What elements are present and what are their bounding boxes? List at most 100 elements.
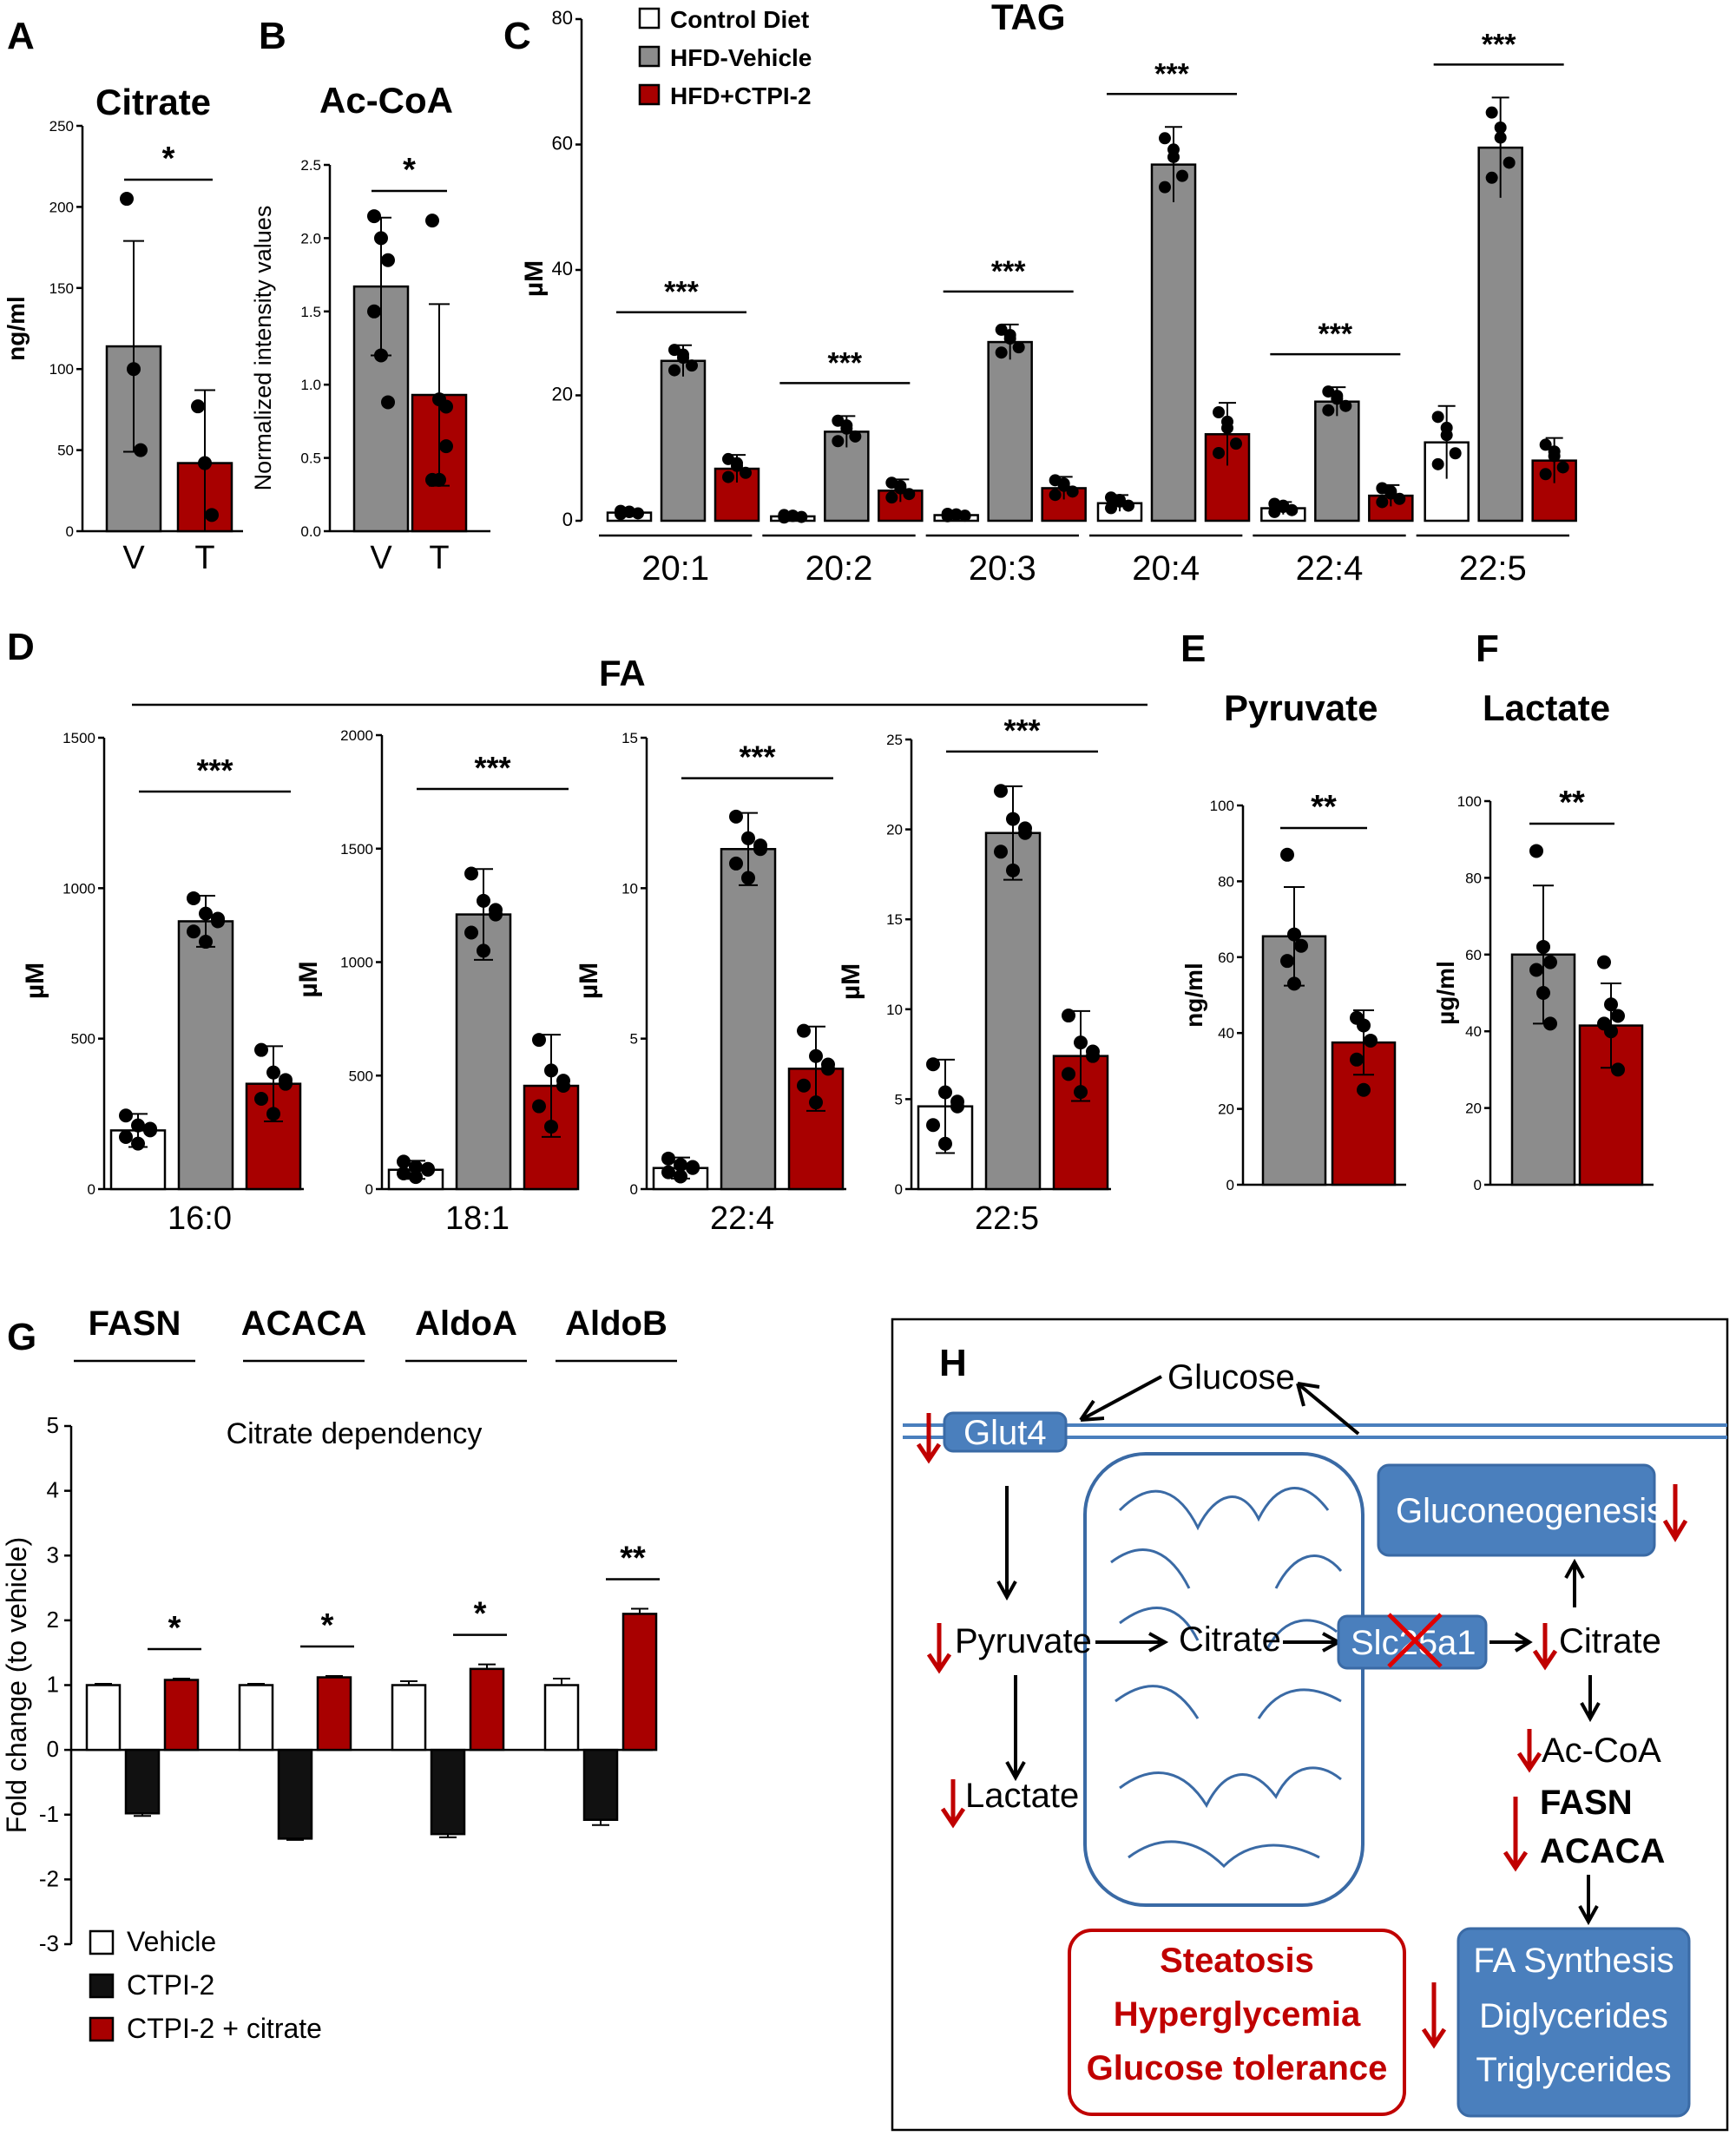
data-point <box>477 893 490 908</box>
data-point <box>279 1073 293 1088</box>
data-point <box>127 362 141 377</box>
data-point <box>686 1160 700 1174</box>
gluconeogenesis-down-arrow <box>1662 1484 1688 1542</box>
slc25a1-cross-icon <box>1387 1613 1443 1668</box>
data-point <box>741 871 755 885</box>
bar-t <box>1331 1041 1397 1186</box>
significance-label: *** <box>196 753 233 788</box>
y-tick-label: 40 <box>1465 1023 1482 1040</box>
glucose-label: Glucose <box>1167 1358 1295 1397</box>
data-point <box>1485 106 1498 119</box>
data-point <box>1529 844 1543 858</box>
data-point <box>1357 1082 1371 1097</box>
data-point <box>191 399 205 414</box>
data-point <box>1114 494 1126 507</box>
y-axis-label: µM <box>837 963 865 1000</box>
bar-ctpi-2 <box>277 1748 313 1840</box>
significance-label: *** <box>1154 57 1189 90</box>
chart-citrate: 0 50 100 150 200 250 V T * ng/ml <box>3 118 243 576</box>
data-point <box>674 1158 687 1173</box>
accoa-label: Ac-CoA <box>1542 1732 1661 1770</box>
bar-control-diet <box>1424 441 1470 522</box>
data-point <box>1159 132 1171 145</box>
data-point <box>994 845 1008 859</box>
synthesis-diglycerides: Diglycerides <box>1479 1997 1668 2035</box>
data-point <box>729 856 743 871</box>
synthesis-down-arrow <box>1421 1982 1447 2049</box>
legend-label: Vehicle <box>127 1926 216 1957</box>
category-label: 22:4 <box>710 1200 774 1237</box>
y-tick-label: 250 <box>49 118 74 135</box>
significance-label: *** <box>474 750 510 785</box>
data-point <box>205 508 219 522</box>
legend-swatch <box>89 1929 115 1955</box>
data-point <box>731 457 743 470</box>
glut4-down-arrow <box>916 1413 942 1464</box>
category-label: 20:1 <box>641 549 709 588</box>
data-point <box>1350 1052 1364 1067</box>
y-tick-label: 0 <box>630 1181 638 1198</box>
legend-c: Control Diet HFD-Vehicle HFD+CTPI-2 <box>638 6 812 109</box>
data-point <box>119 1130 133 1145</box>
y-tick-label: 20 <box>552 384 573 405</box>
significance-label: *** <box>1003 713 1040 748</box>
data-point <box>1376 496 1389 509</box>
y-tick-label: 5 <box>630 1031 638 1048</box>
y-tick-label: 2.0 <box>300 230 321 246</box>
data-point <box>199 906 213 921</box>
glucose-to-glut4-arrow <box>1080 1375 1162 1422</box>
y-tick-label: 0 <box>66 523 74 540</box>
data-point <box>686 359 698 372</box>
data-point <box>464 925 478 940</box>
data-point <box>1167 143 1180 156</box>
bar-hfd-vehicle <box>720 848 777 1191</box>
pyruvate-to-lactate-arrow <box>1005 1675 1026 1782</box>
data-point <box>1604 1024 1618 1039</box>
data-point <box>556 1074 570 1088</box>
synthesis-fa: FA Synthesis <box>1473 1942 1674 1980</box>
y-axis-label: µg/ml <box>1432 961 1459 1025</box>
data-point <box>950 508 963 521</box>
data-point <box>1485 171 1498 184</box>
panel-label-b: B <box>259 15 286 57</box>
data-point <box>544 1120 558 1134</box>
y-axis-label: µM <box>294 961 323 997</box>
data-point <box>1105 502 1117 515</box>
data-point <box>797 1078 811 1093</box>
citrate-out-label: Citrate <box>1559 1622 1661 1660</box>
legend-label-vehicle: HFD-Vehicle <box>670 44 812 71</box>
data-point <box>198 456 212 470</box>
category-label: T <box>429 540 449 576</box>
data-point <box>1268 505 1281 518</box>
y-tick-label: 0 <box>47 1736 59 1762</box>
category-label: 22:4 <box>1296 549 1364 588</box>
significance-label: * <box>162 141 175 177</box>
data-point <box>1494 121 1507 134</box>
chart-title-lactate: Lactate <box>1483 687 1610 728</box>
data-point <box>432 472 446 487</box>
data-point <box>374 231 388 246</box>
outcome-steatosis: Steatosis <box>1160 1942 1314 1980</box>
y-tick-label: 20 <box>886 822 903 838</box>
data-point <box>1331 390 1344 403</box>
data-point <box>1543 955 1557 969</box>
y-tick-label: 100 <box>1210 798 1234 814</box>
data-point <box>367 209 381 224</box>
chart-title-accoa: Ac-CoA <box>319 80 453 121</box>
y-tick-label: 10 <box>621 880 638 897</box>
data-point <box>722 470 734 483</box>
data-point <box>187 891 201 905</box>
bar-vehicle <box>238 1684 274 1752</box>
data-point <box>1556 461 1569 474</box>
citrate-out-down-arrow <box>1532 1623 1558 1671</box>
category-label: 20:2 <box>806 549 873 588</box>
data-point <box>1339 399 1352 412</box>
data-point <box>1611 1009 1625 1023</box>
bar-hfd-vehicle <box>177 920 234 1191</box>
y-tick-label: 80 <box>1465 870 1482 886</box>
data-point <box>926 1118 940 1133</box>
data-point <box>266 1107 280 1121</box>
panel-label-f: F <box>1476 628 1499 670</box>
y-tick-label: 200 <box>49 199 74 215</box>
significance-label: * <box>321 1607 334 1644</box>
